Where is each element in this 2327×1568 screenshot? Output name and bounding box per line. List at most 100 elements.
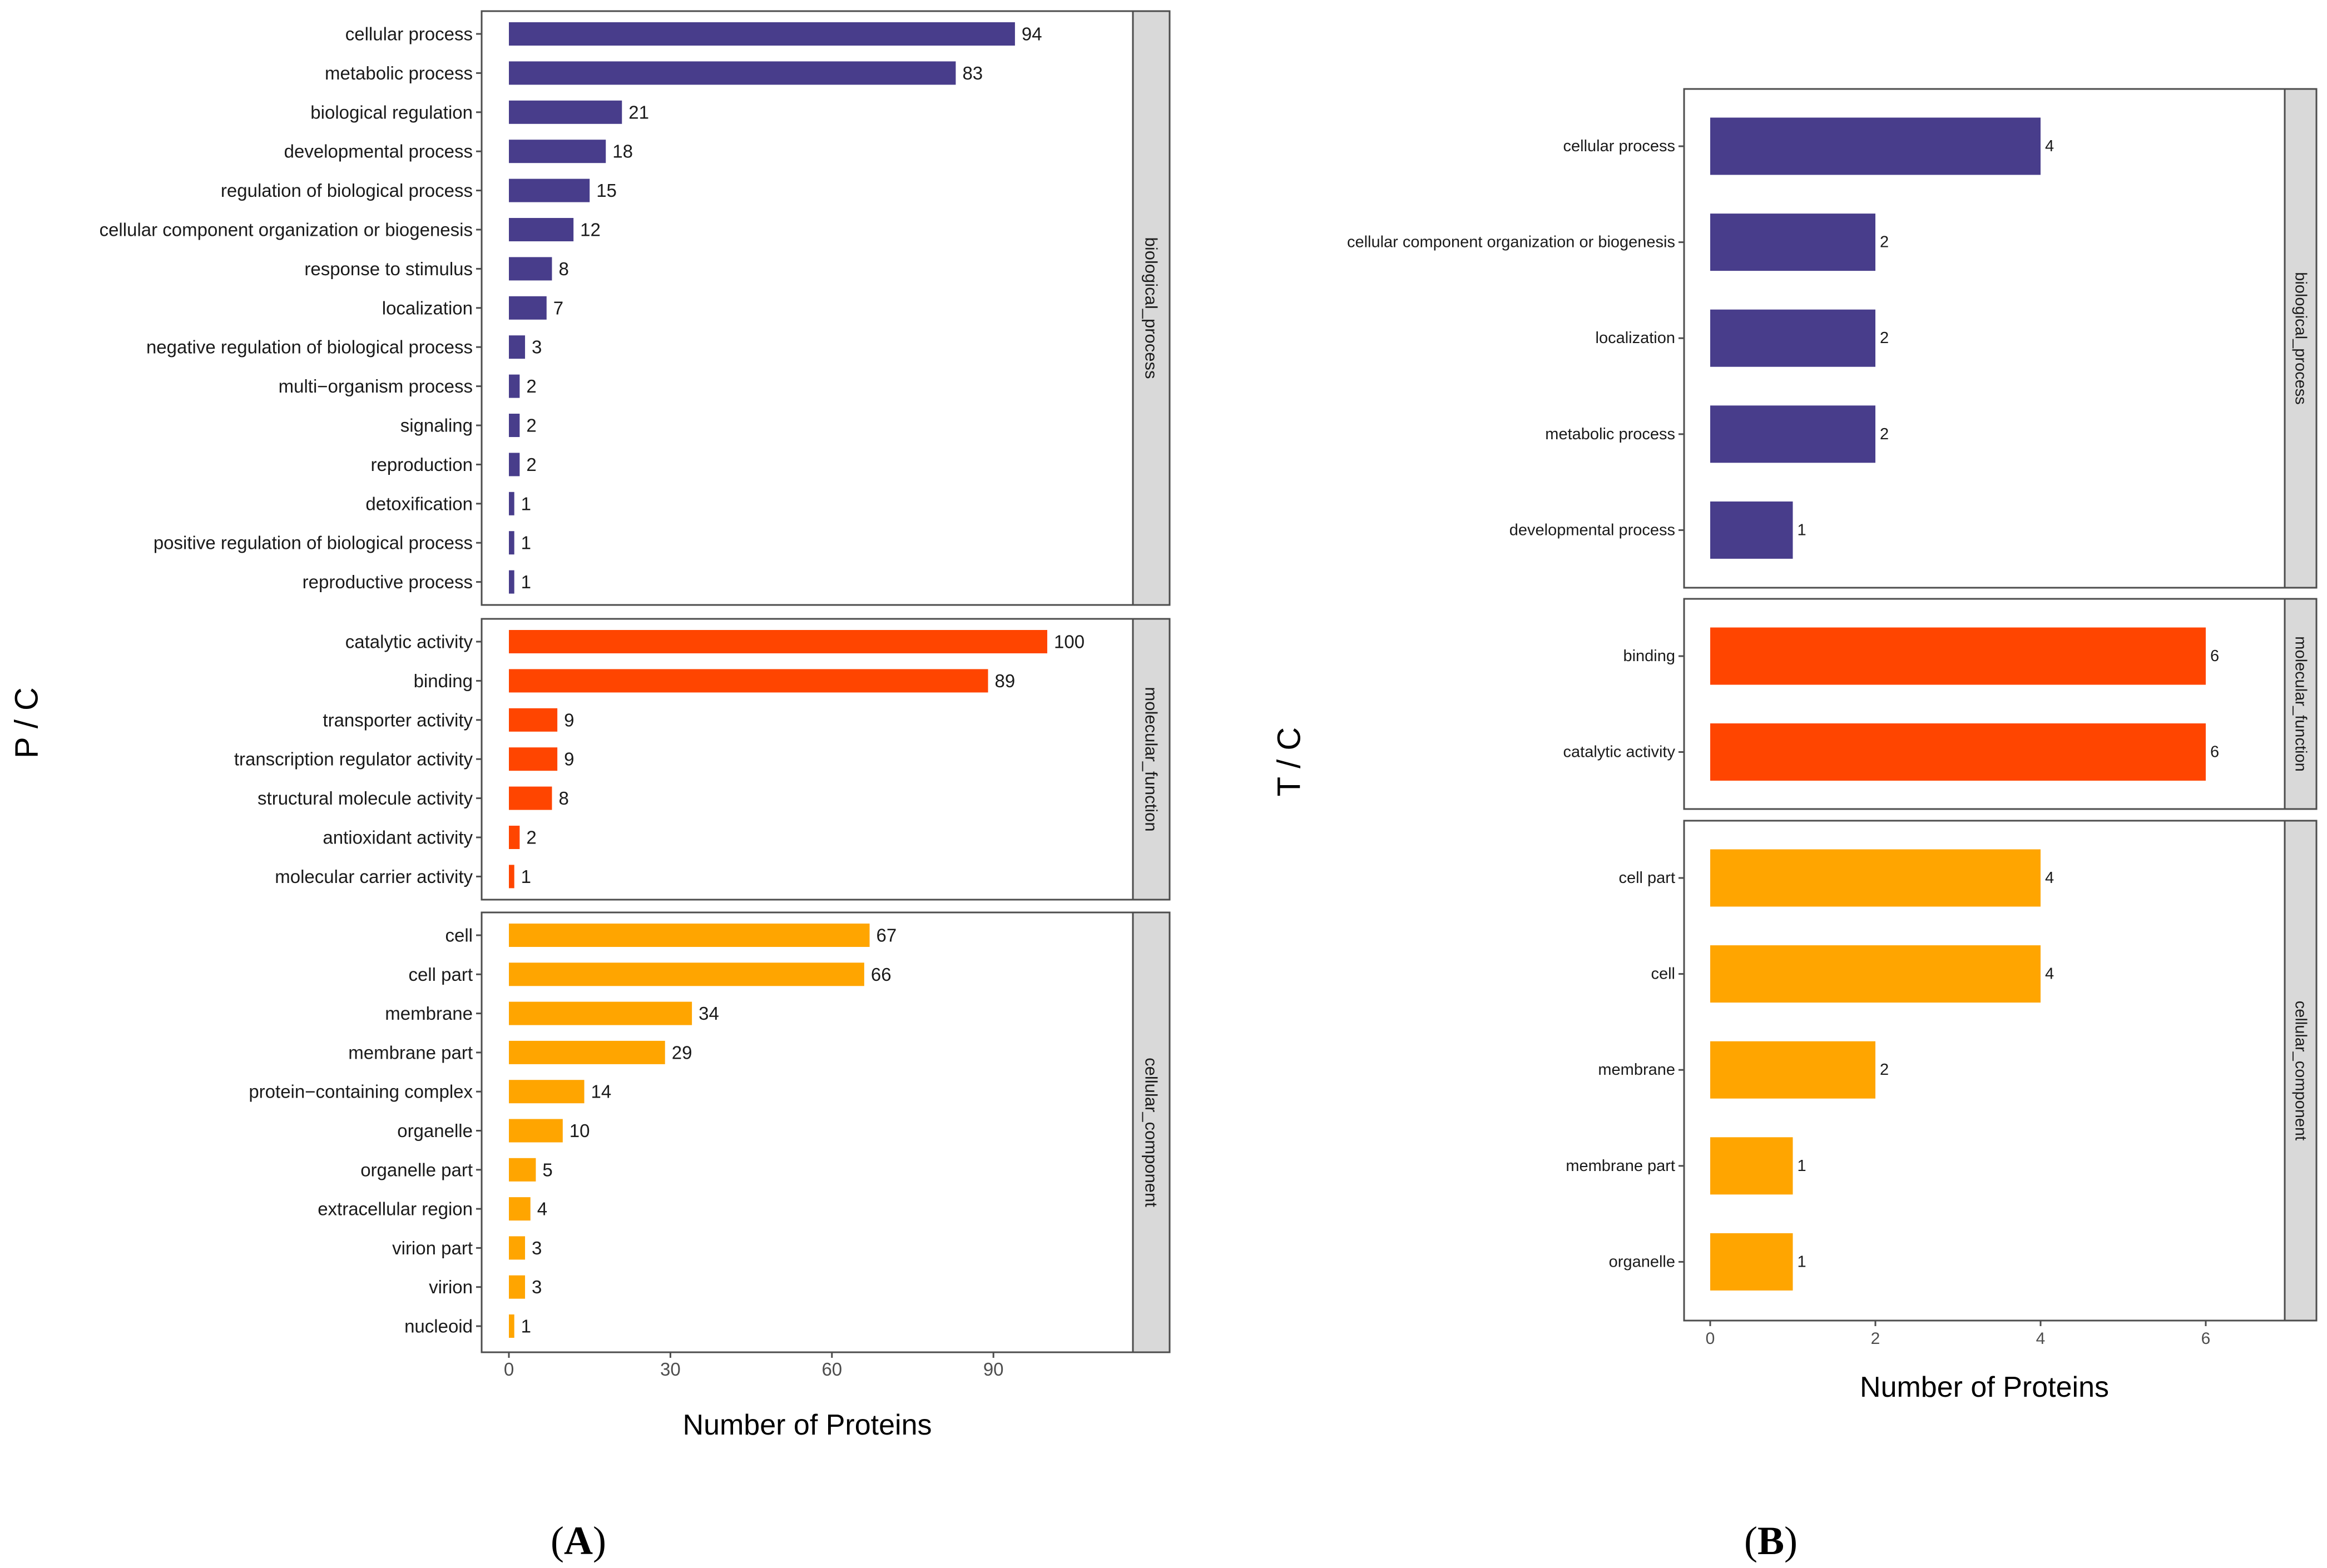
y-axis-title: P / C — [9, 687, 45, 758]
facet-molecular-function: molecular_function catalytic activity 100 b… — [234, 618, 1171, 901]
bar-value-label: 9 — [564, 709, 574, 730]
bar-value-label: 6 — [2210, 743, 2219, 761]
facet-biological-process: biological_process cellular process 94 meta… — [100, 10, 1171, 606]
category-label: catalytic activity — [345, 632, 473, 652]
x-tick-label: 0 — [504, 1359, 514, 1380]
category-label: developmental process — [1509, 521, 1675, 539]
facet-strip — [2284, 88, 2318, 589]
category-label: signaling — [400, 415, 473, 436]
x-axis-title: Number of Proteins — [683, 1409, 932, 1441]
bar — [1710, 1137, 1793, 1195]
category-label: transporter activity — [323, 709, 473, 730]
x-tick-label: 2 — [1871, 1329, 1880, 1348]
bar-value-label: 15 — [596, 180, 617, 201]
facet-panel-frame — [481, 10, 1134, 606]
category-label: nucleoid — [404, 1316, 473, 1337]
category-label: localization — [1596, 329, 1675, 347]
bar — [509, 1119, 563, 1143]
bar — [509, 22, 1015, 46]
category-label: binding — [1623, 647, 1675, 665]
x-tick-label: 60 — [821, 1359, 842, 1380]
category-label: reproductive process — [303, 572, 473, 592]
bar-value-label: 2 — [1880, 234, 1889, 251]
bar — [509, 531, 514, 555]
bar-value-label: 34 — [699, 1003, 719, 1024]
facet-strip-label: molecular_function — [1142, 687, 1161, 831]
x-tick-label: 0 — [1706, 1329, 1715, 1348]
category-label: regulation of biological process — [221, 180, 473, 201]
bar-value-label: 1 — [1798, 1253, 1806, 1271]
category-label: membrane part — [1566, 1157, 1675, 1175]
bar — [509, 630, 1047, 653]
bar-value-label: 14 — [591, 1081, 612, 1102]
category-label: cellular component organization or bioge… — [100, 220, 473, 240]
bar — [1710, 117, 2041, 175]
category-label: virion part — [392, 1238, 473, 1258]
bar — [1710, 1233, 1793, 1291]
bar-value-label: 21 — [628, 102, 649, 122]
bar-value-label: 8 — [558, 788, 568, 808]
category-label: biological regulation — [310, 102, 473, 122]
bar-value-label: 1 — [521, 1316, 531, 1337]
bar — [509, 865, 514, 889]
category-label: protein−containing complex — [249, 1081, 473, 1102]
bar-value-label: 66 — [871, 964, 892, 985]
category-label: catalytic activity — [1563, 743, 1676, 761]
bar — [509, 453, 520, 477]
bar-value-label: 18 — [612, 141, 633, 162]
bar — [509, 1001, 692, 1025]
facet-strip-label: molecular_function — [2292, 636, 2310, 771]
bar-value-label: 94 — [1022, 24, 1042, 44]
bar-value-label: 89 — [995, 671, 1016, 691]
panel-label: (A) — [551, 1519, 606, 1563]
bar — [509, 178, 590, 202]
category-label: developmental process — [284, 141, 473, 162]
bar — [509, 414, 520, 437]
bar-value-label: 5 — [542, 1159, 552, 1180]
bar — [509, 570, 514, 594]
category-label: negative regulation of biological proces… — [146, 337, 473, 358]
bar-value-label: 1 — [521, 572, 531, 592]
bar-value-label: 4 — [2045, 965, 2054, 983]
category-label: membrane — [385, 1003, 473, 1024]
bar-value-label: 2 — [1880, 329, 1889, 347]
bar-value-label: 3 — [532, 337, 542, 358]
category-label: detoxification — [365, 493, 473, 514]
bar — [1710, 214, 1875, 271]
bar — [509, 924, 870, 947]
category-label: molecular carrier activity — [275, 866, 473, 887]
bar — [509, 747, 558, 771]
facet-biological-process: biological_process cellular process 4 cellu… — [1347, 88, 2318, 589]
category-label: membrane part — [348, 1042, 473, 1063]
bar — [509, 1275, 526, 1299]
facet-strip — [2284, 598, 2318, 810]
facet-molecular-function: molecular_function binding 6 catalytic acti… — [1563, 598, 2318, 810]
bar-value-label: 7 — [553, 297, 563, 318]
bar — [509, 962, 864, 986]
bar — [509, 1314, 514, 1338]
facet-strip-label: cellular_component — [1142, 1058, 1161, 1207]
bar — [509, 708, 558, 732]
facet-strip-label: biological_process — [1142, 237, 1161, 379]
bar-value-label: 4 — [537, 1199, 547, 1219]
y-axis-title: T / C — [1271, 727, 1308, 797]
bar-value-label: 2 — [1880, 425, 1889, 443]
x-tick-label: 90 — [983, 1359, 1004, 1380]
bar-value-label: 4 — [2045, 137, 2054, 155]
bar-value-label: 1 — [1798, 521, 1806, 539]
bar-value-label: 3 — [532, 1238, 542, 1258]
bar — [509, 1197, 531, 1221]
bar-value-label: 9 — [564, 749, 574, 770]
bar — [1710, 627, 2206, 685]
category-label: cell part — [408, 964, 473, 985]
category-label: metabolic process — [1545, 425, 1675, 443]
bar-value-label: 2 — [526, 827, 536, 848]
bar — [509, 218, 574, 241]
bar-value-label: 2 — [526, 415, 536, 436]
facet-strip-label: cellular_component — [2292, 1001, 2310, 1140]
category-label: cell — [1651, 965, 1675, 983]
category-label: binding — [414, 671, 473, 691]
x-tick-label: 4 — [2036, 1329, 2046, 1348]
bar-value-label: 12 — [580, 220, 601, 240]
